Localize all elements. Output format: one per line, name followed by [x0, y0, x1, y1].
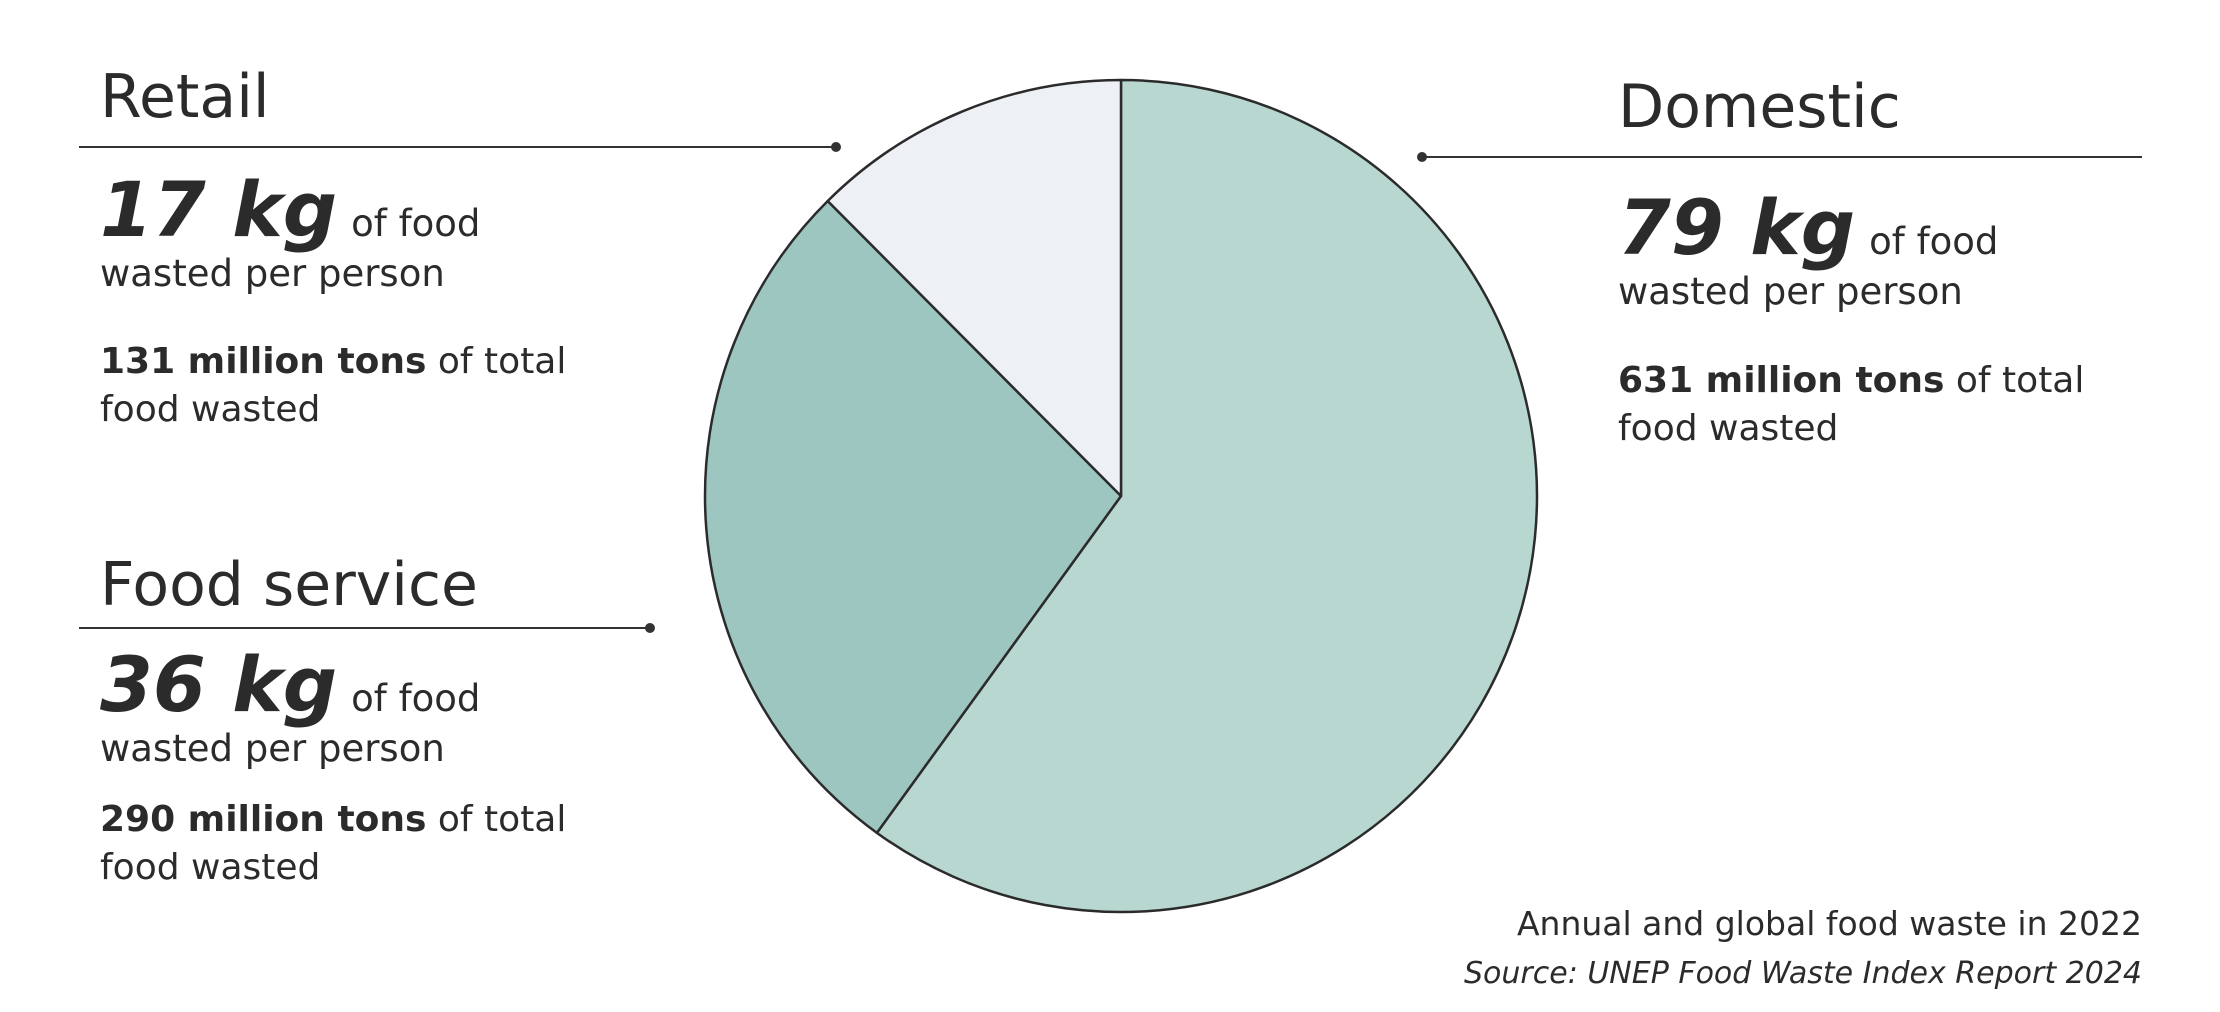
category-title: Retail: [100, 62, 270, 132]
total-value: 131 million tons: [100, 341, 427, 382]
per-person-text: of food wasted per person: [100, 202, 481, 295]
leader-dot: [645, 623, 655, 633]
source: Source: UNEP Food Waste Index Report 202…: [1464, 956, 2142, 991]
pie-slice: [875, 78, 1539, 914]
per-person: 79 kg of food wasted per person: [1618, 190, 2058, 317]
total-value: 290 million tons: [100, 799, 427, 840]
total: 631 million tons of total food wasted: [1618, 357, 2108, 453]
category-title: Domestic: [1618, 72, 1901, 142]
total-text: of total food wasted: [100, 341, 567, 430]
leader-dot: [831, 142, 841, 152]
total: 290 million tons of total food wasted: [100, 796, 590, 892]
per-person-value: 17 kg: [100, 165, 338, 254]
per-person-text: of food wasted per person: [100, 677, 481, 770]
per-person: 17 kg of food wasted per person: [100, 172, 540, 299]
total-value: 631 million tons: [1618, 360, 1945, 401]
per-person-text: of food wasted per person: [1618, 220, 1999, 313]
caption: Annual and global food waste in 2022: [1516, 904, 2142, 943]
total: 131 million tons of total food wasted: [100, 338, 590, 434]
leader-dot: [1417, 152, 1427, 162]
per-person-value: 79 kg: [1618, 183, 1856, 272]
pie-slice: [826, 78, 1123, 498]
total-text: of total food wasted: [100, 799, 567, 888]
per-person-value: 36 kg: [100, 640, 338, 729]
per-person: 36 kg of food wasted per person: [100, 647, 540, 774]
pie: [703, 78, 1539, 914]
category-title: Food service: [100, 550, 478, 620]
pie-slice: [703, 199, 1123, 835]
total-text: of total food wasted: [1618, 360, 2085, 449]
